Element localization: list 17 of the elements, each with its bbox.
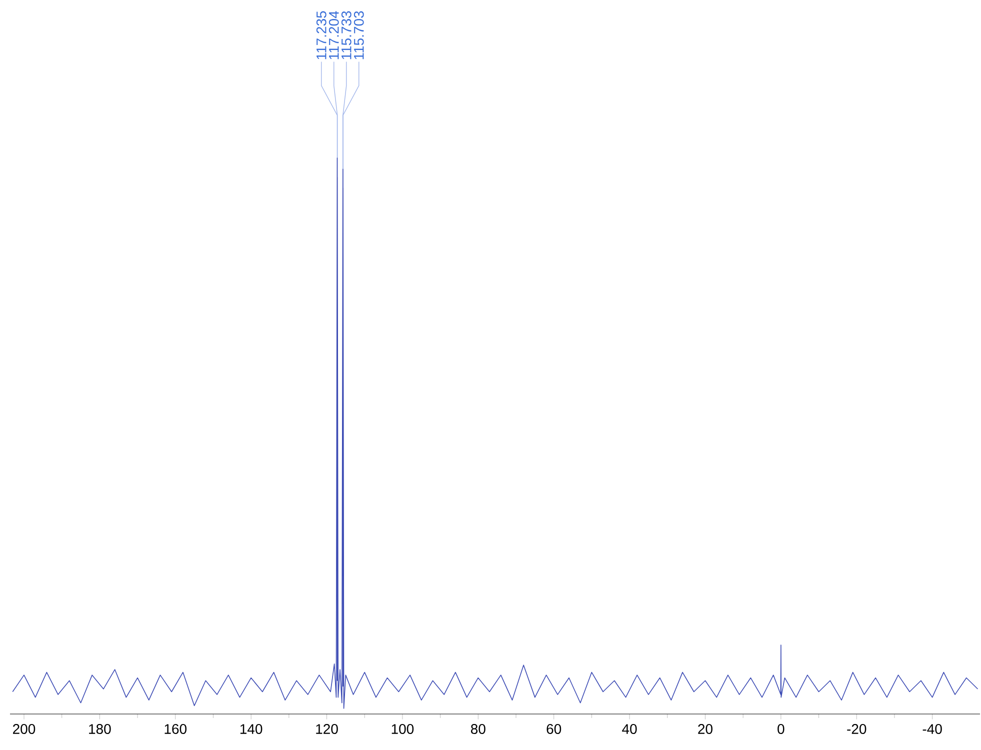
x-tick-label: 180	[89, 724, 111, 734]
x-tick-label: 0	[778, 724, 784, 734]
annotation: 117.204	[328, 11, 339, 60]
x-tick-label: 20	[698, 724, 712, 734]
annotation: 115.703	[354, 11, 364, 60]
x-tick-label: 100	[392, 724, 414, 734]
x-tick-label: -40	[922, 724, 942, 734]
x-tick-label: 120	[316, 724, 338, 734]
x-tick-label: 80	[470, 724, 486, 734]
annotation: 117.235	[316, 11, 326, 60]
x-tick-label: -20	[847, 724, 866, 734]
x-tick-label: 160	[164, 724, 187, 734]
x-tick-label: 140	[240, 724, 262, 734]
x-tick-label: 200	[13, 724, 36, 734]
x-tick-label: 40	[622, 724, 637, 734]
annotation: 115.733	[341, 11, 352, 60]
x-tick-label: 60	[546, 724, 562, 734]
